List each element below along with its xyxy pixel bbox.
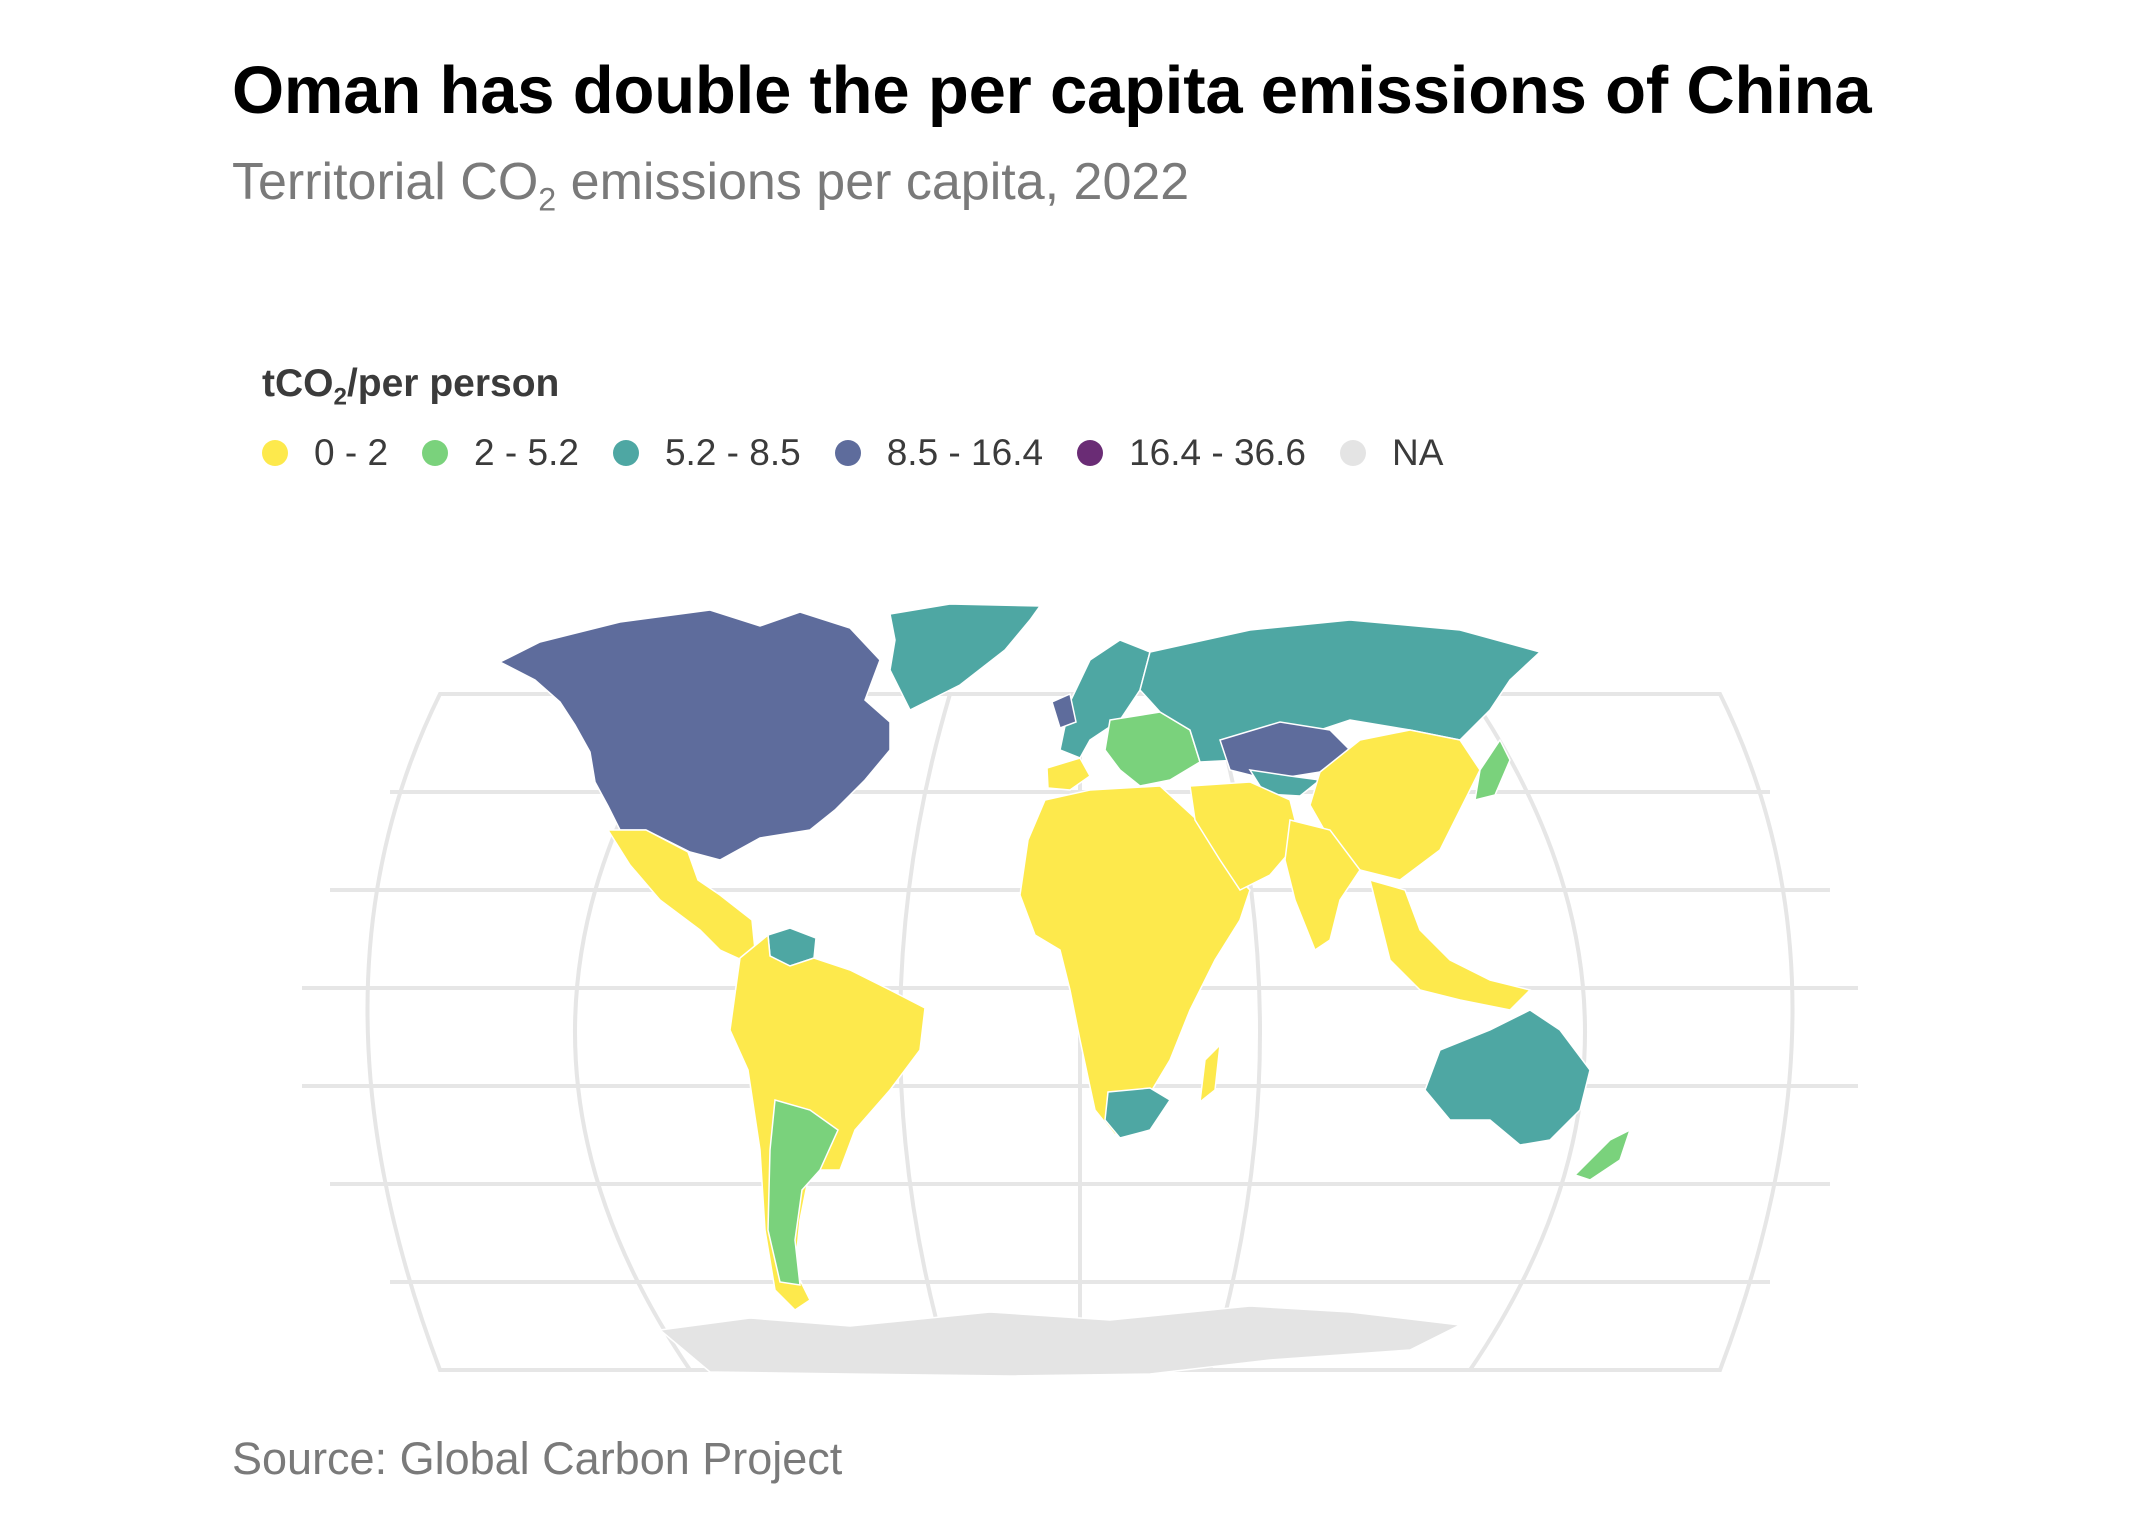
legend-item: 16.4 - 36.6 [1077,432,1306,474]
legend-label: 5.2 - 8.5 [664,432,801,473]
region-southeast-asia [1368,878,1532,1011]
countries [498,603,1632,1377]
graticule-outline [365,692,1795,1372]
legend-swatch [1077,440,1104,466]
world-map [302,603,1858,1377]
legend-label: NA [1391,432,1444,473]
region-middle-east [1189,781,1301,891]
region-north-america [498,609,891,861]
legend-item: 2 - 5.2 [422,432,579,474]
legend-swatch [422,440,449,466]
graticule-meridian [1468,692,1587,1372]
legend-label: 0 - 2 [314,432,389,473]
legend-label: 16.4 - 36.6 [1129,432,1306,473]
region-madagascar [1199,1042,1221,1104]
region-northern-europe [1059,639,1151,759]
legend-item: 5.2 - 8.5 [612,432,801,474]
chart-title: Oman has double the per capita emissions… [232,53,1872,128]
region-antarctica [658,1305,1463,1377]
region-new-zealand [1573,1128,1632,1181]
region-greenland [889,603,1042,712]
region-south-africa [1104,1087,1172,1139]
legend-item: NA [1339,432,1444,474]
legend-swatch [1339,440,1366,466]
subtitle-suffix: emissions per capita, 2022 [556,153,1190,211]
legend: 0 - 2 2 - 5.2 5.2 - 8.5 8.5 - 16.4 16.4 … [262,432,1477,474]
legend-title-suffix: /per person [346,362,560,405]
region-argentina [767,1099,839,1286]
region-india [1284,819,1361,952]
legend-swatch [262,440,288,466]
legend-item: 8.5 - 16.4 [834,432,1044,474]
legend-title-subscript: 2 [333,383,347,411]
legend-swatch [834,440,861,466]
region-australia [1424,1009,1591,1146]
legend-label: 2 - 5.2 [474,432,579,473]
source-note: Source: Global Carbon Project [232,1433,843,1484]
legend-label: 8.5 - 16.4 [886,432,1044,473]
subtitle-prefix: Territorial CO [232,153,539,211]
legend-title: tCO2/per person [262,362,559,411]
region-iberia [1046,757,1091,791]
region-japan [1474,738,1511,802]
legend-swatch [612,440,639,466]
legend-title-prefix: tCO [262,362,334,405]
region-uk [1051,692,1077,729]
chart-subtitle: Territorial CO2 emissions per capita, 20… [232,152,1189,218]
legend-item: 0 - 2 [262,432,388,474]
subtitle-subscript: 2 [538,181,557,218]
